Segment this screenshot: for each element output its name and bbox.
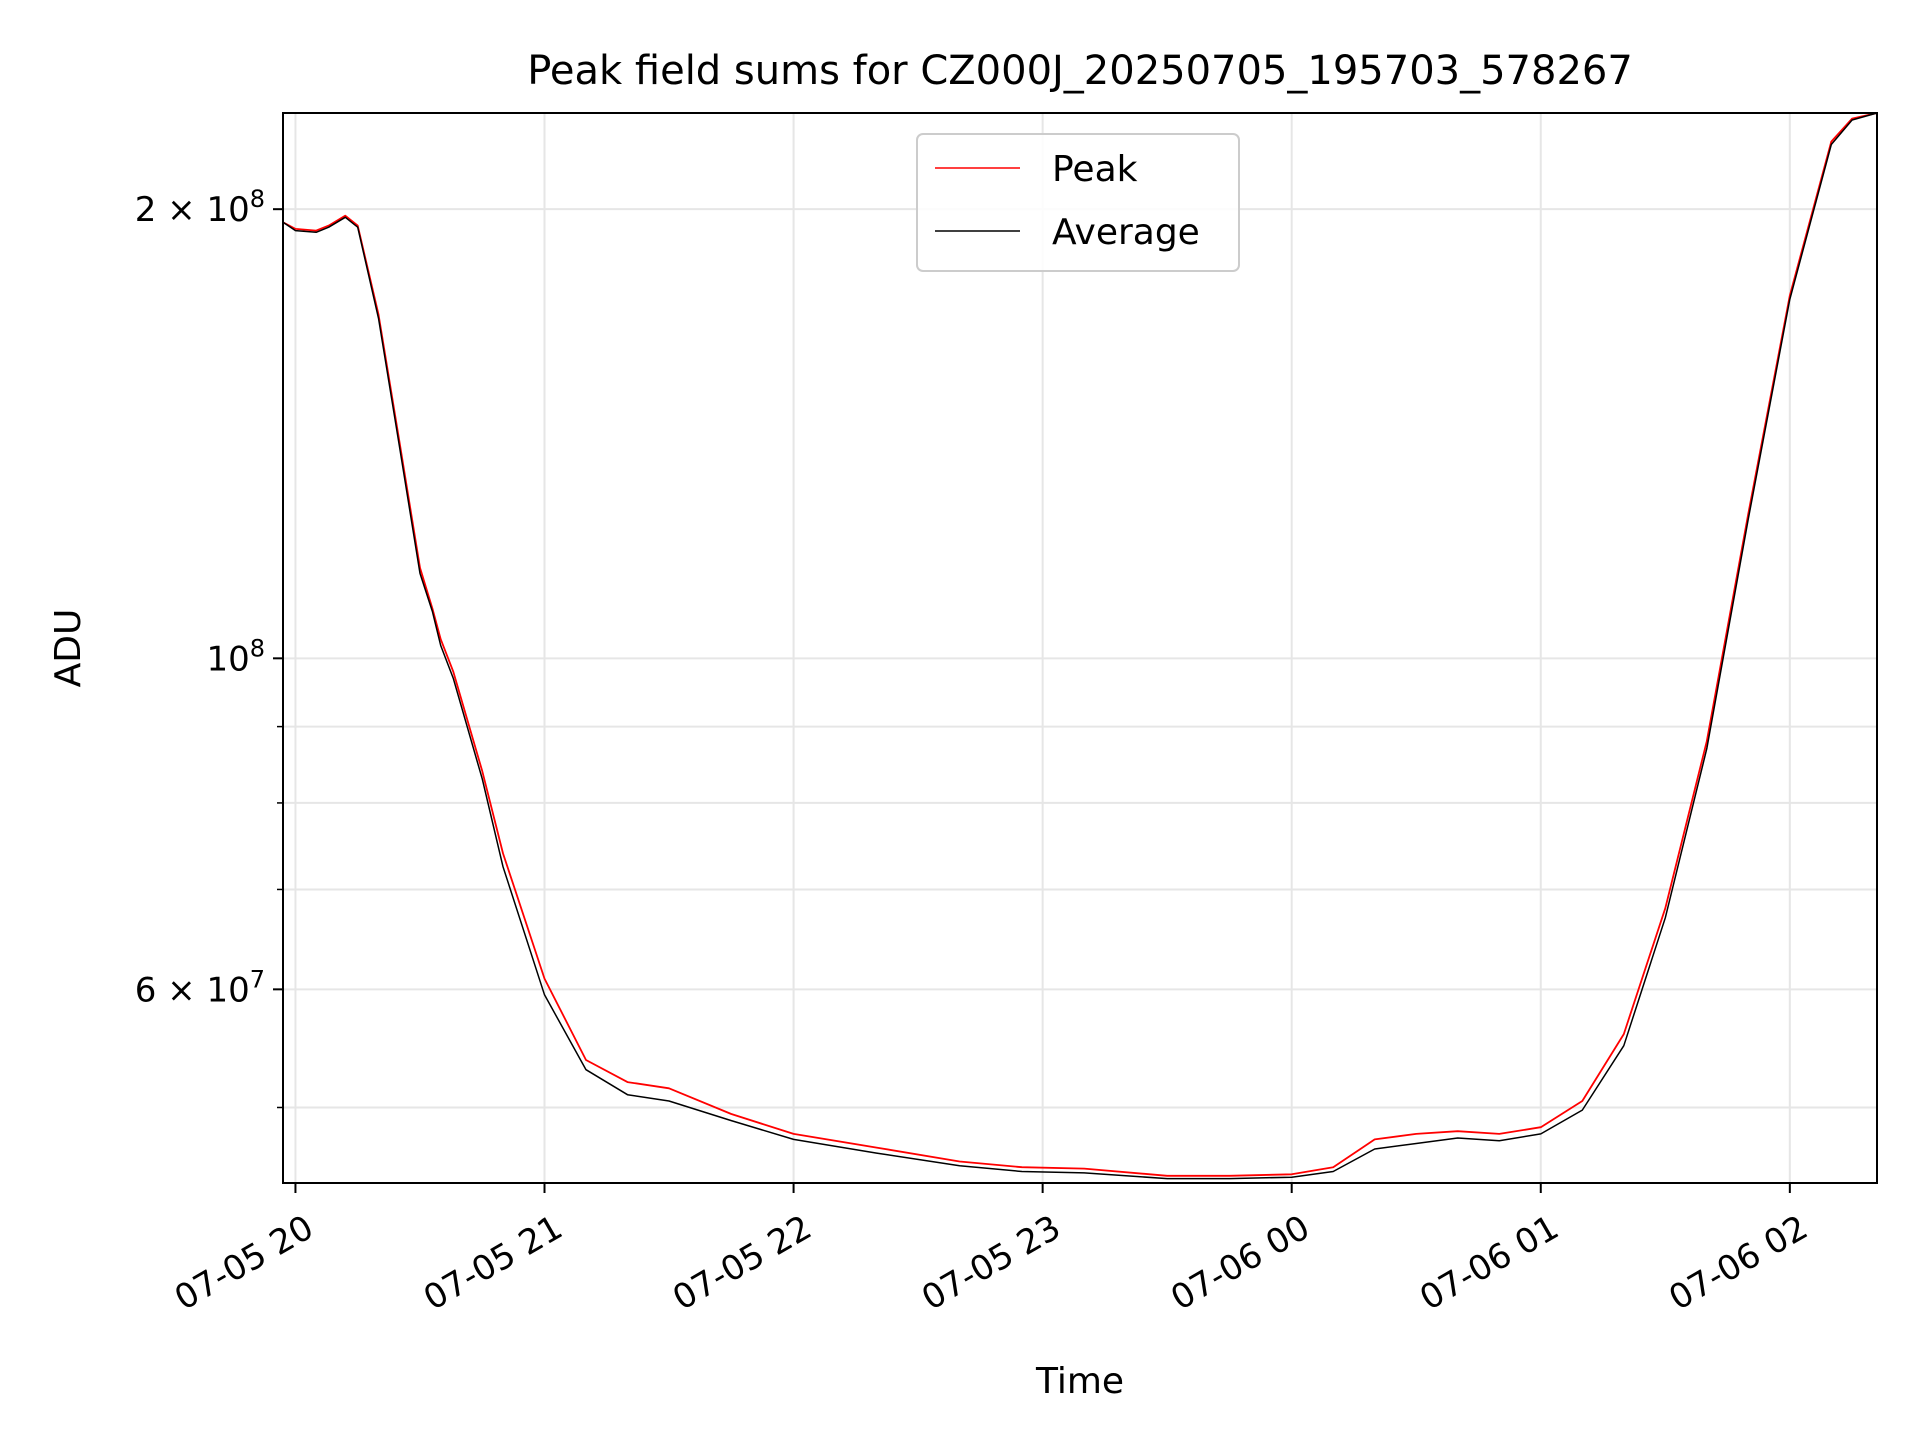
chart-title: Peak field sums for CZ000J_20250705_1957… — [527, 48, 1633, 94]
y-tick-label: 6 × 107 — [135, 965, 265, 1010]
y-tick-label: 108 — [206, 634, 265, 679]
legend-label-peak: Peak — [1052, 149, 1138, 190]
plot-frame — [282, 112, 1878, 1184]
y-axis-label: ADU — [48, 609, 89, 688]
y-tick-label: 2 × 108 — [135, 185, 265, 230]
plot-lines — [282, 112, 1878, 1180]
x-axis-label: Time — [1035, 1361, 1124, 1402]
legend: Peak Average — [916, 133, 1240, 272]
series-line-average — [282, 112, 1878, 1180]
grid — [283, 113, 1877, 1183]
y-axis: 2 × 108 108 6 × 107 — [135, 185, 283, 1109]
legend-label-average: Average — [1052, 212, 1200, 253]
